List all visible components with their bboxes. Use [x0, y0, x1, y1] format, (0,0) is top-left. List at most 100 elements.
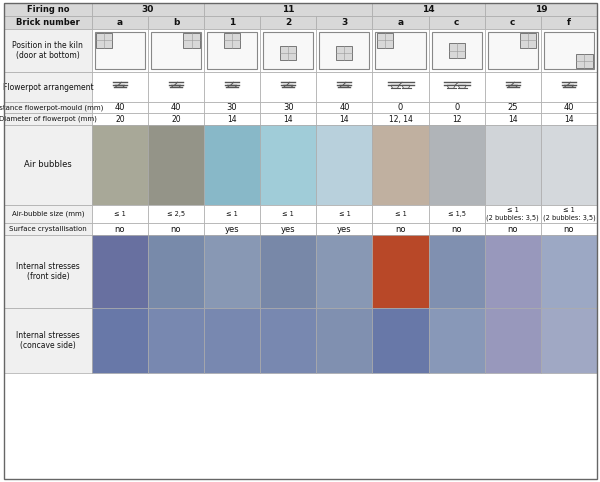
Text: Internal stresses
(front side): Internal stresses (front side) [16, 262, 80, 281]
Bar [280, 46, 296, 60]
Bar [204, 113, 260, 125]
Bar [316, 72, 373, 102]
Bar [485, 125, 541, 205]
Text: ≤ 1: ≤ 1 [283, 211, 294, 217]
Polygon shape [391, 85, 399, 88]
Bar [485, 235, 541, 308]
Polygon shape [115, 85, 125, 87]
Bar [373, 308, 428, 374]
Bar [485, 205, 541, 223]
Text: 25: 25 [508, 103, 518, 112]
Bar [260, 102, 316, 113]
Bar [260, 113, 316, 125]
Text: Brick number: Brick number [16, 18, 80, 27]
Bar [541, 125, 597, 205]
Text: 20: 20 [115, 115, 125, 124]
Bar [373, 223, 428, 235]
Text: no: no [395, 225, 406, 234]
Bar [428, 308, 485, 374]
Bar [4, 205, 92, 223]
Polygon shape [402, 85, 410, 88]
Text: 12: 12 [452, 115, 461, 124]
Text: 0: 0 [454, 103, 459, 112]
Bar [148, 72, 204, 102]
Bar [151, 32, 201, 69]
Bar [184, 33, 200, 48]
Bar [4, 125, 92, 205]
Polygon shape [227, 85, 237, 87]
Bar [485, 3, 597, 16]
Text: no: no [171, 225, 181, 234]
Text: yes: yes [281, 225, 296, 234]
Bar [316, 205, 373, 223]
Bar [337, 46, 352, 60]
Bar [148, 113, 204, 125]
Bar [544, 32, 594, 69]
Text: ≤ 1: ≤ 1 [338, 211, 350, 217]
Bar [316, 308, 373, 374]
Bar [92, 29, 148, 72]
Bar [485, 102, 541, 113]
Text: 20: 20 [171, 115, 181, 124]
Bar [373, 205, 428, 223]
Text: ≤ 1
(2 bubbles: 3,5): ≤ 1 (2 bubbles: 3,5) [487, 207, 539, 221]
Bar [204, 102, 260, 113]
Bar [488, 32, 538, 69]
Bar [95, 32, 145, 69]
Bar [316, 125, 373, 205]
Text: a: a [117, 18, 123, 27]
Bar [431, 32, 482, 69]
Text: 14: 14 [340, 115, 349, 124]
Text: 40: 40 [563, 103, 574, 112]
Text: 40: 40 [115, 103, 125, 112]
Bar [260, 125, 316, 205]
Text: 1: 1 [229, 18, 235, 27]
Bar [260, 72, 316, 102]
Bar [148, 205, 204, 223]
Text: 30: 30 [142, 5, 154, 14]
Text: Position in the kiln
(door at bottom): Position in the kiln (door at bottom) [13, 41, 83, 60]
Bar [316, 16, 373, 29]
Text: c: c [454, 18, 460, 27]
Bar [204, 308, 260, 374]
Bar [204, 3, 373, 16]
Text: 14: 14 [508, 115, 518, 124]
Bar [428, 29, 485, 72]
Text: no: no [115, 225, 125, 234]
Bar [373, 113, 428, 125]
Bar [316, 235, 373, 308]
Text: 40: 40 [171, 103, 181, 112]
Bar [449, 43, 464, 58]
Bar [541, 308, 597, 374]
Bar [541, 72, 597, 102]
Bar [148, 102, 204, 113]
Text: a: a [397, 18, 404, 27]
Text: ≤ 1: ≤ 1 [114, 211, 126, 217]
Bar [316, 223, 373, 235]
Bar [4, 102, 92, 113]
Bar [204, 29, 260, 72]
Text: yes: yes [225, 225, 239, 234]
Text: 12, 14: 12, 14 [389, 115, 412, 124]
Bar [92, 308, 148, 374]
Bar [373, 102, 428, 113]
Bar [92, 113, 148, 125]
Text: 40: 40 [339, 103, 350, 112]
Text: 30: 30 [227, 103, 238, 112]
Text: ≤ 1: ≤ 1 [395, 211, 406, 217]
Bar [373, 3, 485, 16]
Text: b: b [173, 18, 179, 27]
Bar [148, 308, 204, 374]
Text: ≤ 1
(2 bubbles: 3,5): ≤ 1 (2 bubbles: 3,5) [542, 207, 595, 221]
Text: 14: 14 [227, 115, 237, 124]
Polygon shape [508, 85, 518, 87]
Text: c: c [510, 18, 515, 27]
Bar [428, 125, 485, 205]
Bar [541, 223, 597, 235]
Bar [428, 223, 485, 235]
Bar [377, 33, 393, 48]
Bar [4, 3, 92, 16]
Text: 2: 2 [285, 18, 292, 27]
Bar [224, 33, 240, 48]
Bar [541, 16, 597, 29]
